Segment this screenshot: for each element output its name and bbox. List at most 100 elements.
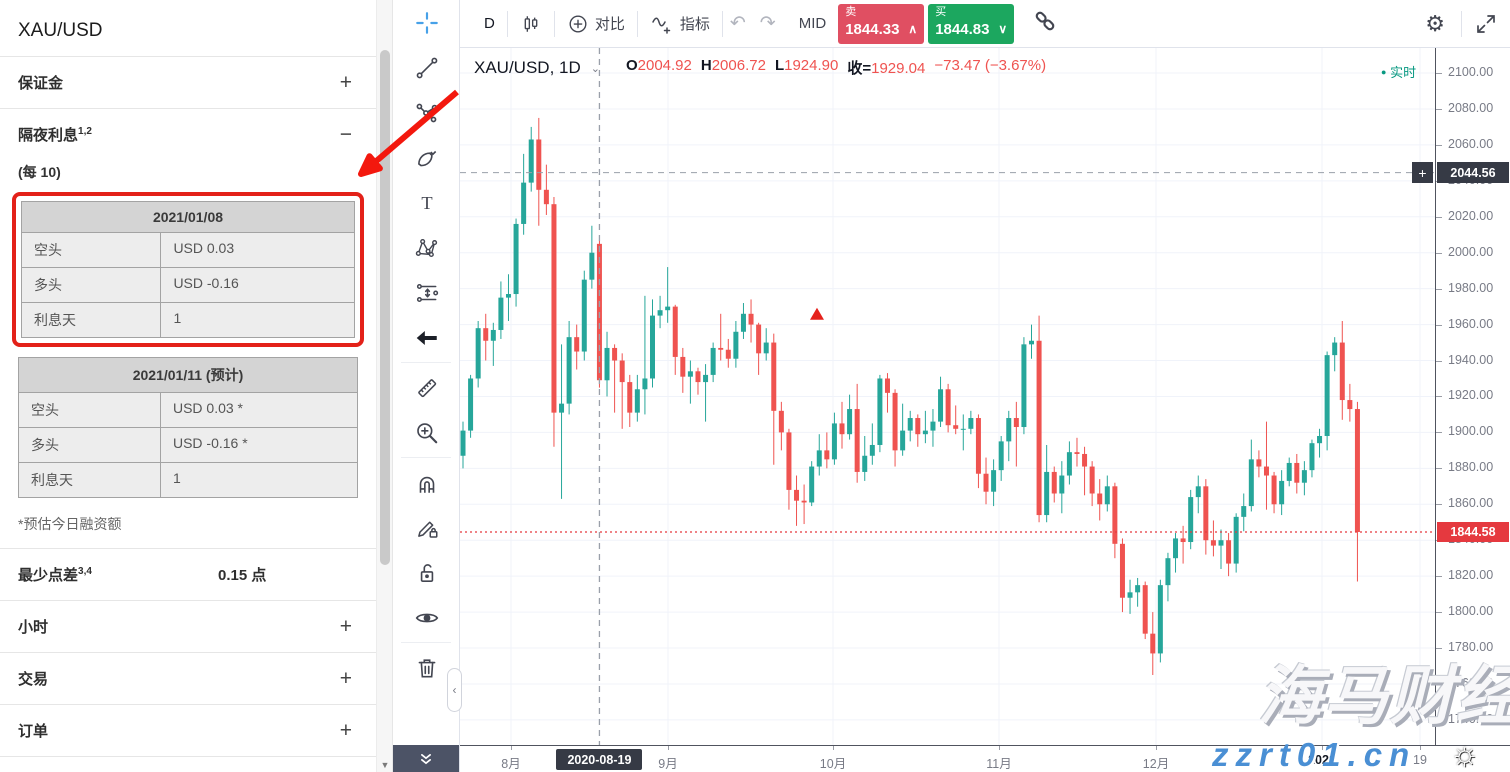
section-orders[interactable]: 订单 + xyxy=(0,704,376,756)
section-preferences[interactable]: 偏好设定 + xyxy=(0,756,376,772)
toolbar-separator xyxy=(553,10,555,37)
table-date-header: 2021/01/08 xyxy=(22,202,354,233)
price-tick-label: 1920.00 xyxy=(1448,388,1494,403)
price-tick xyxy=(1436,719,1442,721)
chart-legend: XAU/USD, 1D ⌄ O2004.92 H2006.72 L1924.90… xyxy=(474,57,1046,78)
settings-gear-icon[interactable]: ⚙ xyxy=(1425,10,1445,36)
scrollbar-down-arrow-icon[interactable]: ▼ xyxy=(380,760,390,770)
price-tick xyxy=(1436,396,1442,398)
sidebar-collapse-handle[interactable]: ‹ xyxy=(447,668,462,712)
time-tick xyxy=(668,746,669,750)
collapse-minus-icon[interactable]: − xyxy=(339,122,352,146)
time-tick xyxy=(999,746,1000,750)
xabcd-pattern-tool-icon[interactable] xyxy=(393,225,461,270)
magnet-tool-icon[interactable] xyxy=(393,460,461,505)
text-tool-icon[interactable]: T xyxy=(393,180,461,225)
fullscreen-expand-icon xyxy=(1477,14,1495,33)
table-row: 多头 USD -0.16 * xyxy=(19,428,357,463)
time-tick-label: 19 xyxy=(1413,753,1427,767)
price-tick xyxy=(1436,252,1442,254)
brush-tool-icon[interactable] xyxy=(393,135,461,180)
remove-drawings-trash-icon[interactable] xyxy=(393,645,461,690)
price-tick xyxy=(1436,468,1442,470)
table-row: 利息天 1 xyxy=(19,463,357,497)
highlighted-overnight-table: 2021/01/08 空头 USD 0.03 多头 USD -0.16 利息天 … xyxy=(12,192,364,347)
redo-button[interactable]: ↷ xyxy=(759,13,776,34)
forecast-overnight-table: 2021/01/11 (预计) 空头 USD 0.03 * 多头 USD -0.… xyxy=(18,357,358,498)
hide-all-drawings-eye-icon[interactable] xyxy=(393,595,461,640)
price-tick-label: 1740.00 xyxy=(1448,711,1494,726)
time-tick-label: 12月 xyxy=(1142,757,1170,771)
crosshair-tool-icon[interactable] xyxy=(393,0,461,45)
section-trading[interactable]: 交易 + xyxy=(0,652,376,704)
price-tick xyxy=(1436,144,1442,146)
interval-button[interactable]: D xyxy=(484,15,495,32)
measure-ruler-tool-icon[interactable] xyxy=(393,365,461,410)
price-tick-label: 1900.00 xyxy=(1448,424,1494,439)
time-tick-label: 11月 xyxy=(986,757,1012,771)
fullscreen-button[interactable] xyxy=(1462,0,1510,48)
mid-price-mode-label[interactable]: MID xyxy=(798,15,827,32)
expand-plus-icon[interactable]: + xyxy=(339,614,352,638)
price-tick xyxy=(1436,432,1442,434)
undo-button[interactable]: ↶ xyxy=(729,13,746,34)
expand-plus-icon[interactable]: + xyxy=(339,718,352,742)
indicators-button[interactable]: 指标 xyxy=(638,0,722,48)
expand-plus-icon[interactable]: + xyxy=(340,771,352,772)
time-tick xyxy=(1322,746,1323,750)
trend-line-tool-icon[interactable] xyxy=(393,45,461,90)
zoom-in-tool-icon[interactable] xyxy=(393,410,461,455)
scrollbar-thumb[interactable] xyxy=(380,50,390,565)
price-tick xyxy=(1436,324,1442,326)
price-tick-label: 1800.00 xyxy=(1448,604,1494,619)
time-tick-label: 10月 xyxy=(819,757,847,771)
chart-style-button[interactable] xyxy=(508,0,554,48)
time-tick xyxy=(511,746,512,750)
toolbar-scroll-down-button[interactable] xyxy=(393,745,459,772)
sell-button[interactable]: 卖 1844.33 ∧ xyxy=(838,3,925,44)
sell-caret-up-icon: ∧ xyxy=(908,22,918,36)
link-chart-button[interactable] xyxy=(1018,8,1072,39)
add-alert-plus-icon[interactable]: + xyxy=(1412,162,1433,184)
section-hours[interactable]: 小时 + xyxy=(0,600,376,652)
drawing-mode-lock-icon[interactable] xyxy=(393,505,461,550)
lock-all-drawings-icon[interactable] xyxy=(393,550,461,595)
compare-button[interactable]: 对比 xyxy=(555,0,637,48)
price-tick xyxy=(1436,73,1442,74)
time-tick xyxy=(833,746,834,750)
projection-tool-icon[interactable] xyxy=(393,270,461,315)
table-row: 多头 USD -0.16 xyxy=(22,268,354,303)
expand-plus-icon[interactable]: + xyxy=(339,70,352,94)
price-tick xyxy=(1436,683,1442,685)
arrow-marker-tool-icon[interactable] xyxy=(393,315,461,360)
price-tick-label: 1820.00 xyxy=(1448,568,1494,583)
time-axis[interactable]: 8月 9月 10月 11月 12月 2021 19 2020-08-19 xyxy=(460,745,1510,772)
table-date-header: 2021/01/11 (预计) xyxy=(19,358,357,393)
price-tick-label: 2060.00 xyxy=(1448,136,1494,151)
time-tick xyxy=(1420,746,1421,750)
expand-plus-icon[interactable]: + xyxy=(339,666,352,690)
buy-caret-down-icon: ∨ xyxy=(998,22,1008,36)
toolbar-separator xyxy=(506,10,508,37)
buy-button[interactable]: 买 1844.83 ∨ xyxy=(928,3,1015,44)
price-chart[interactable]: XAU/USD, 1D ⌄ O2004.92 H2006.72 L1924.90… xyxy=(460,48,1435,745)
sell-price: 1844.33 xyxy=(845,20,900,38)
chevron-down-icon[interactable]: ⌄ xyxy=(590,63,600,75)
price-axis[interactable]: 2100.002080.002060.002040.002020.002000.… xyxy=(1412,48,1510,745)
gann-fibonacci-tool-icon[interactable] xyxy=(393,90,461,135)
time-tick xyxy=(1156,746,1157,750)
candlestick-style-icon xyxy=(524,15,538,32)
table-row: 空头 USD 0.03 xyxy=(22,233,354,268)
price-tick-label: 2100.00 xyxy=(1448,65,1494,79)
section-margin[interactable]: 保证金 + xyxy=(0,56,376,108)
time-tick-label: 8月 xyxy=(501,757,521,771)
min-spread-value: 0.15 点 xyxy=(218,567,267,584)
candlestick-plot[interactable] xyxy=(460,48,1435,745)
last-price-label: 1844.58 xyxy=(1437,521,1509,542)
legend-symbol[interactable]: XAU/USD, 1D xyxy=(474,57,581,77)
realtime-badge: ● 实时 xyxy=(1381,65,1417,80)
sidebar-scrollbar[interactable]: ▼ xyxy=(376,0,392,772)
drawing-toolbar: T xyxy=(392,0,460,772)
section-overnight-interest[interactable]: 隔夜利息1,2 − xyxy=(0,108,376,160)
price-tick-label: 1940.00 xyxy=(1448,352,1494,367)
